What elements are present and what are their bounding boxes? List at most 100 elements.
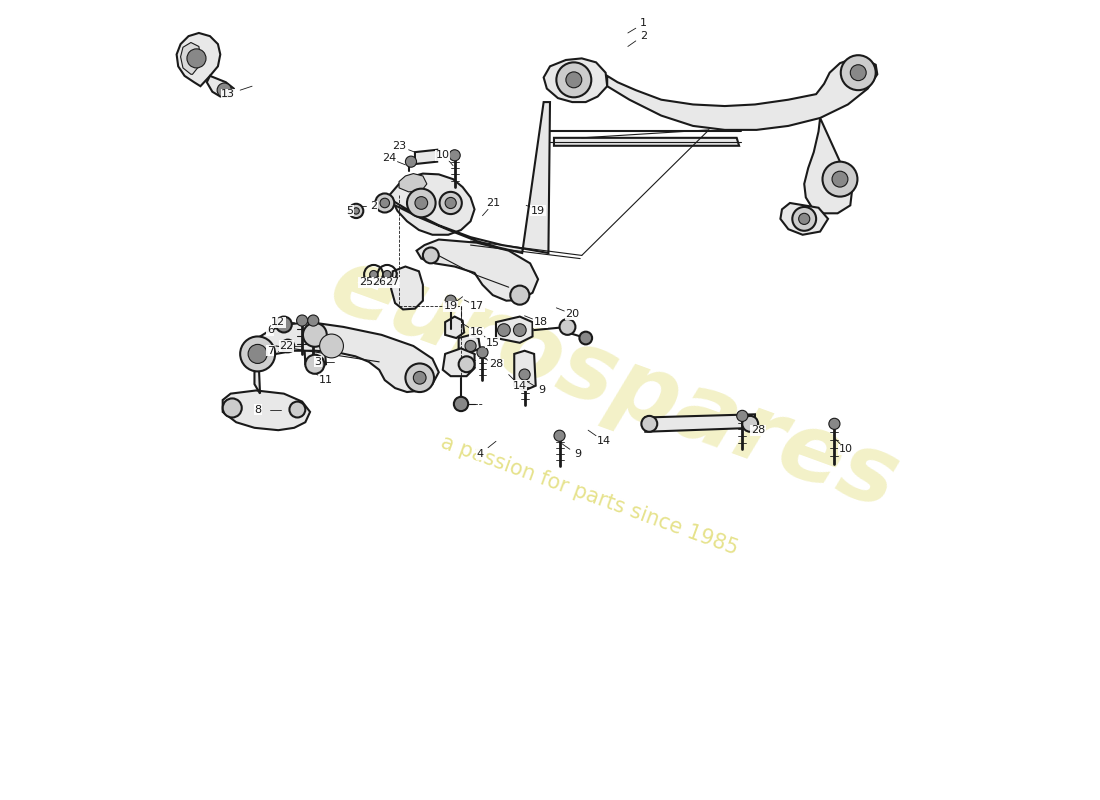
Polygon shape <box>222 390 310 430</box>
Circle shape <box>557 62 592 98</box>
Text: 19: 19 <box>531 206 546 216</box>
Polygon shape <box>607 58 878 130</box>
Polygon shape <box>254 322 439 394</box>
Polygon shape <box>392 266 422 310</box>
Text: eurospares: eurospares <box>317 238 910 530</box>
Circle shape <box>415 197 428 210</box>
Circle shape <box>829 418 840 430</box>
Text: 20: 20 <box>565 309 580 319</box>
Circle shape <box>306 354 324 374</box>
Polygon shape <box>780 203 828 234</box>
Circle shape <box>742 416 758 432</box>
Polygon shape <box>415 150 437 164</box>
Text: 9: 9 <box>539 386 546 395</box>
Text: 9: 9 <box>574 449 582 459</box>
Circle shape <box>514 324 526 337</box>
Text: 12: 12 <box>272 317 285 327</box>
Text: 1: 1 <box>640 18 647 28</box>
Text: 10: 10 <box>436 150 450 160</box>
Text: 5: 5 <box>346 206 353 216</box>
Text: 19: 19 <box>443 302 458 311</box>
Text: 25: 25 <box>359 278 373 287</box>
Circle shape <box>407 189 436 218</box>
Circle shape <box>383 270 392 278</box>
Polygon shape <box>543 58 607 102</box>
Circle shape <box>276 317 292 333</box>
Text: a passion for parts since 1985: a passion for parts since 1985 <box>438 432 741 558</box>
Circle shape <box>519 369 530 380</box>
Circle shape <box>187 49 206 68</box>
Text: 11: 11 <box>319 375 333 385</box>
Circle shape <box>823 162 858 197</box>
Text: 16: 16 <box>470 327 484 338</box>
Circle shape <box>308 315 319 326</box>
Text: 17: 17 <box>470 302 484 311</box>
Text: 13: 13 <box>221 89 235 99</box>
Circle shape <box>510 286 529 305</box>
Circle shape <box>375 194 394 213</box>
Circle shape <box>240 337 275 371</box>
Text: 4: 4 <box>476 449 484 459</box>
Polygon shape <box>207 76 234 97</box>
Text: 18: 18 <box>534 317 548 327</box>
Circle shape <box>449 150 460 161</box>
Circle shape <box>349 204 363 218</box>
Polygon shape <box>417 239 538 301</box>
Circle shape <box>446 295 456 306</box>
Text: 24: 24 <box>383 154 397 163</box>
Circle shape <box>737 410 748 422</box>
Circle shape <box>565 72 582 88</box>
Polygon shape <box>459 335 480 352</box>
Circle shape <box>406 363 434 392</box>
Text: 28: 28 <box>488 359 503 370</box>
Polygon shape <box>804 118 851 214</box>
Text: 23: 23 <box>392 141 406 150</box>
Polygon shape <box>304 330 326 368</box>
Circle shape <box>440 192 462 214</box>
Circle shape <box>477 346 488 358</box>
Circle shape <box>370 270 377 278</box>
Polygon shape <box>646 414 755 432</box>
Polygon shape <box>554 138 739 146</box>
Text: 22: 22 <box>279 341 294 351</box>
Text: 3: 3 <box>315 357 321 367</box>
Circle shape <box>832 171 848 187</box>
Polygon shape <box>180 42 200 74</box>
Circle shape <box>465 341 476 351</box>
Circle shape <box>454 397 469 411</box>
Polygon shape <box>515 350 536 390</box>
Polygon shape <box>496 317 532 342</box>
Polygon shape <box>442 348 474 376</box>
Text: 15: 15 <box>486 338 499 348</box>
Circle shape <box>497 324 510 337</box>
Polygon shape <box>399 174 427 192</box>
Circle shape <box>217 83 231 98</box>
Polygon shape <box>389 174 474 234</box>
Text: 21: 21 <box>486 198 499 208</box>
Circle shape <box>554 430 565 442</box>
Circle shape <box>414 371 426 384</box>
Circle shape <box>422 247 439 263</box>
Text: 2: 2 <box>370 201 377 211</box>
Circle shape <box>641 416 658 432</box>
Text: 2: 2 <box>640 31 647 41</box>
Circle shape <box>297 315 308 326</box>
Circle shape <box>406 156 417 167</box>
Circle shape <box>379 198 389 208</box>
Circle shape <box>560 319 575 335</box>
Text: 14: 14 <box>597 436 612 446</box>
Circle shape <box>249 344 267 363</box>
Text: 26: 26 <box>372 278 386 287</box>
Text: 6: 6 <box>267 325 274 335</box>
Text: 28: 28 <box>751 425 766 435</box>
Circle shape <box>459 356 474 372</box>
Polygon shape <box>177 33 220 86</box>
Polygon shape <box>395 269 419 306</box>
Text: 8: 8 <box>254 405 261 414</box>
Polygon shape <box>446 317 464 338</box>
Circle shape <box>799 214 810 225</box>
Circle shape <box>446 198 456 209</box>
Text: 7: 7 <box>267 346 274 356</box>
Polygon shape <box>379 102 550 253</box>
Text: 14: 14 <box>513 381 527 390</box>
